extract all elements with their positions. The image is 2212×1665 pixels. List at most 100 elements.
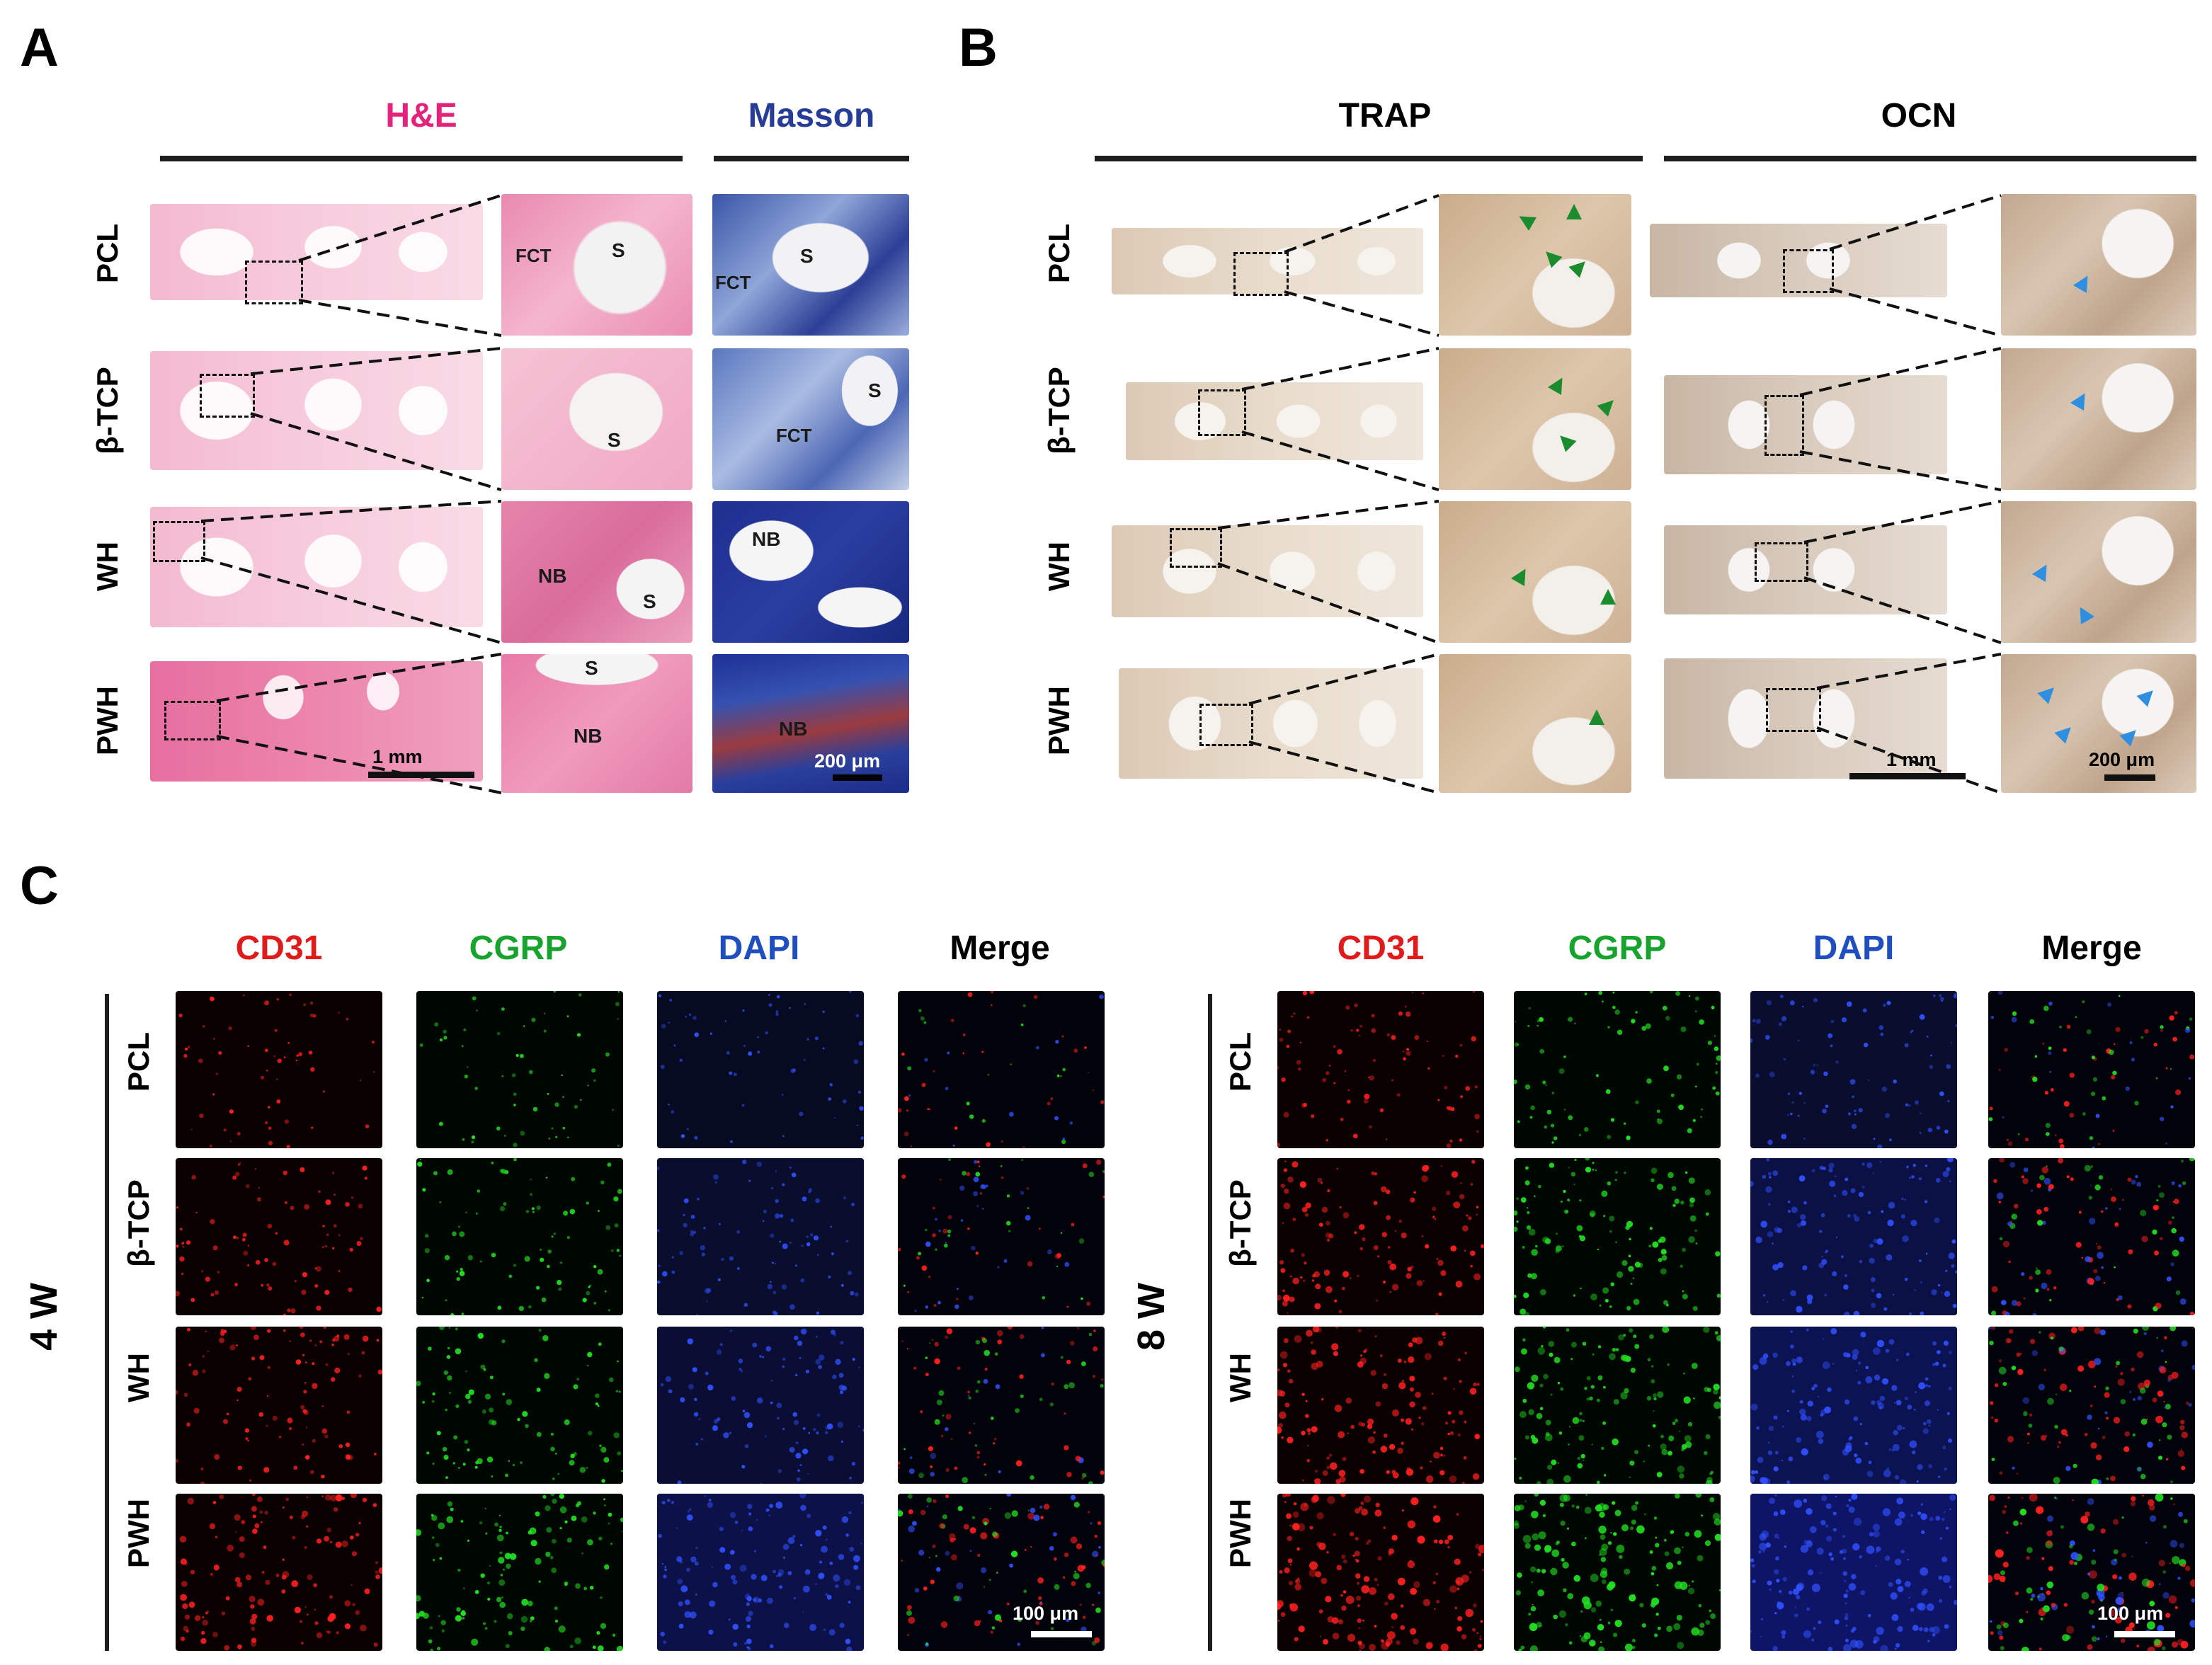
trap-header-bar <box>1095 156 1643 161</box>
merge-image-pcl-8w <box>1988 991 2195 1148</box>
label-new-bone: NB <box>752 528 781 550</box>
zoom-connectors <box>200 194 2002 794</box>
cd31-image-wh-4w <box>176 1327 382 1484</box>
zoom-box-pcl-ocn <box>1783 249 1834 293</box>
dapi-image-pwh-8w <box>1750 1494 1957 1651</box>
dapi-image-pwh-4w <box>657 1494 864 1651</box>
channel-merge-8w: Merge <box>2041 929 2142 967</box>
ocn-zoom-pcl <box>2001 194 2196 336</box>
channel-cgrp-4w: CGRP <box>469 929 568 967</box>
merge-image-pwh-4w <box>898 1494 1105 1651</box>
cgrp-image-pcl-4w <box>416 991 623 1148</box>
he-header-bar <box>160 156 683 161</box>
trap-zoom-tcp <box>1439 348 1631 490</box>
ocn-overview-wh <box>1664 525 1947 614</box>
scale-label-1mm-a: 1 mm <box>372 746 423 767</box>
channel-merge-4w: Merge <box>950 929 1050 967</box>
scale-label-100um-4w: 100 μm <box>1013 1603 1079 1624</box>
zoom-box-wh-ocn <box>1755 542 1808 582</box>
ocn-overview-pwh <box>1664 658 1947 779</box>
scale-bar-100um-4w <box>1031 1631 1092 1637</box>
merge-image-wh-4w <box>898 1327 1105 1484</box>
merge-image-pwh-8w <box>1988 1494 2195 1651</box>
zoom-box-pwh-ocn <box>1766 688 1821 732</box>
dapi-image-wh-4w <box>657 1327 864 1484</box>
dapi-image-wh-8w <box>1750 1327 1957 1484</box>
masson-zoom-wh: NB <box>712 501 909 643</box>
ocn-header-bar <box>1664 156 2196 161</box>
cgrp-image-pwh-4w <box>416 1494 623 1651</box>
label-new-bone: NB <box>574 725 603 747</box>
he-overview-tcp <box>150 351 483 470</box>
row-label-tcp-c4: β-TCP <box>122 1179 155 1267</box>
scale-label-200um-b: 200 μm <box>2089 749 2155 770</box>
channel-cd31-4w: CD31 <box>235 929 323 967</box>
cd31-image-tcp-4w <box>176 1158 382 1315</box>
zoom-box-pwh-a <box>164 701 221 740</box>
trap-overview-tcp <box>1126 382 1423 460</box>
zoom-box-tcp-ocn <box>1765 395 1804 456</box>
channel-dapi-4w: DAPI <box>718 929 800 967</box>
trap-overview-pwh <box>1119 668 1423 779</box>
zoom-box-wh-trap <box>1170 528 1222 568</box>
zoom-box-pcl-a <box>245 261 303 304</box>
zoom-box-tcp-trap <box>1198 389 1246 436</box>
channel-cd31-8w: CD31 <box>1337 929 1425 967</box>
ocn-header: OCN <box>1881 97 1957 135</box>
scale-label-100um-8w: 100 μm <box>2097 1603 2164 1624</box>
label-scaffold: S <box>585 657 598 679</box>
channel-dapi-8w: DAPI <box>1813 929 1895 967</box>
label-new-bone: NB <box>779 718 808 740</box>
trap-overview-pcl <box>1112 228 1423 294</box>
masson-zoom-pcl: FCT S <box>712 194 909 336</box>
ocn-overview-tcp <box>1664 375 1947 474</box>
row-label-pwh-c8: PWH <box>1224 1499 1257 1568</box>
trap-header: TRAP <box>1338 97 1432 135</box>
masson-header-bar <box>714 156 909 161</box>
ocn-zoom-pwh <box>2001 654 2196 793</box>
merge-image-tcp-4w <box>898 1158 1105 1315</box>
osteoclast-arrow <box>1566 204 1582 219</box>
row-label-tcp-c8: β-TCP <box>1224 1179 1257 1267</box>
cgrp-image-pcl-8w <box>1514 991 1721 1148</box>
zoom-box-pcl-trap <box>1233 252 1289 296</box>
row-label-pcl-c8: PCL <box>1224 1032 1257 1092</box>
cd31-image-tcp-8w <box>1277 1158 1484 1315</box>
he-zoom-pcl: FCT S <box>501 194 692 336</box>
trap-zoom-pcl <box>1439 194 1631 336</box>
merge-image-pcl-4w <box>898 991 1105 1148</box>
he-overview-wh <box>150 507 483 627</box>
merge-image-wh-8w <box>1988 1327 2195 1484</box>
ocn-overview-pcl <box>1650 224 1947 297</box>
zoom-box-pwh-trap <box>1199 704 1253 746</box>
group-bar-8w <box>1208 994 1212 1651</box>
scale-bar-200um-b <box>2104 774 2155 781</box>
zoom-box-wh-a <box>153 521 205 562</box>
merge-image-tcp-8w <box>1988 1158 2195 1315</box>
dapi-image-tcp-8w <box>1750 1158 1957 1315</box>
scale-label-200um-a: 200 μm <box>814 750 881 772</box>
cd31-image-pcl-8w <box>1277 991 1484 1148</box>
cgrp-image-wh-8w <box>1514 1327 1721 1484</box>
he-overview-pcl <box>150 204 483 300</box>
label-scaffold: S <box>868 379 882 401</box>
scale-bar-200um-a <box>833 774 882 781</box>
osteoclast-arrow <box>1600 589 1616 605</box>
scale-bar-1mm-a <box>368 772 474 778</box>
he-zoom-wh: NB S <box>501 501 692 643</box>
zoom-box-tcp-a <box>200 374 255 418</box>
label-fct: FCT <box>515 245 552 266</box>
label-scaffold: S <box>800 245 814 267</box>
scale-bar-100um-8w <box>2114 1631 2175 1637</box>
masson-zoom-pwh: NB <box>712 654 909 793</box>
dapi-image-tcp-4w <box>657 1158 864 1315</box>
cd31-image-pcl-4w <box>176 991 382 1148</box>
trap-zoom-wh <box>1439 501 1631 643</box>
trap-zoom-pwh <box>1439 654 1631 793</box>
cgrp-image-tcp-8w <box>1514 1158 1721 1315</box>
cgrp-image-wh-4w <box>416 1327 623 1484</box>
group-bar-4w <box>105 994 109 1651</box>
timepoint-4w: 4 W <box>23 1282 65 1351</box>
he-overview-pwh <box>150 661 483 782</box>
osteoclast-arrow <box>1589 709 1604 725</box>
